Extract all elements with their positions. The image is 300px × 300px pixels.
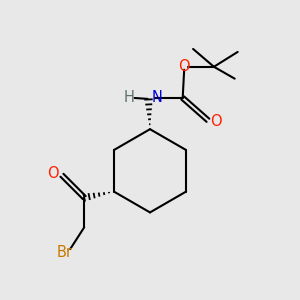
Text: H: H (124, 91, 135, 106)
Text: O: O (47, 166, 58, 181)
Text: N: N (152, 91, 162, 106)
Text: Br: Br (57, 245, 73, 260)
Text: O: O (178, 59, 190, 74)
Text: O: O (210, 114, 222, 129)
